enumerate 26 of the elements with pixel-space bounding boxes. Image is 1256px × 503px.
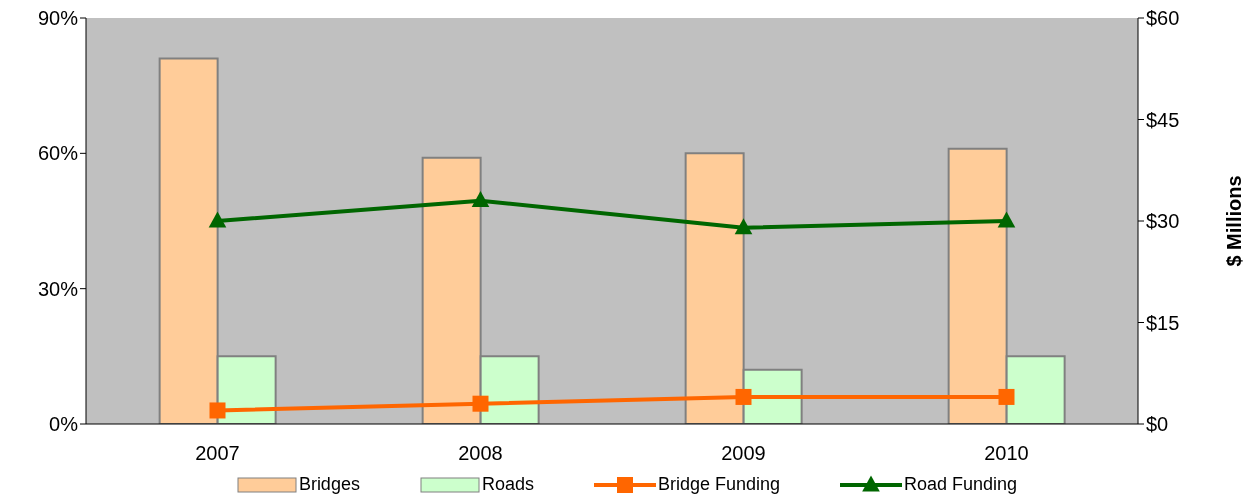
x-tick-label: 2008 xyxy=(458,442,503,465)
y-tick-label: 30% xyxy=(37,277,79,300)
legend-label: Bridge Funding xyxy=(657,474,781,495)
y2-tick-label: $30 xyxy=(1146,210,1180,233)
x-tick-label: 2010 xyxy=(984,442,1029,465)
point xyxy=(471,191,490,208)
y2-tick-label: $45 xyxy=(1146,108,1180,131)
legend-label: Roads xyxy=(481,474,534,495)
point xyxy=(735,388,752,405)
x-tick-label: 2009 xyxy=(721,442,766,465)
legend-label: Road Funding xyxy=(904,474,1018,495)
legend-label: Bridges xyxy=(298,474,360,495)
point xyxy=(998,388,1015,405)
y2-tick-label: $0 xyxy=(1146,413,1169,436)
point xyxy=(472,395,489,412)
y2-tick-label: $15 xyxy=(1146,311,1180,334)
y-tick-label: 0% xyxy=(49,413,79,436)
point xyxy=(209,402,226,419)
point xyxy=(208,211,227,228)
y-tick-label: 60% xyxy=(37,142,79,165)
point xyxy=(734,218,753,235)
y2-tick-label: $60 xyxy=(1146,7,1180,30)
y2-axis-title: $ Millions xyxy=(1223,175,1246,267)
x-tick-label: 2007 xyxy=(195,442,240,465)
point xyxy=(997,211,1016,228)
y-tick-label: 90% xyxy=(37,7,79,30)
